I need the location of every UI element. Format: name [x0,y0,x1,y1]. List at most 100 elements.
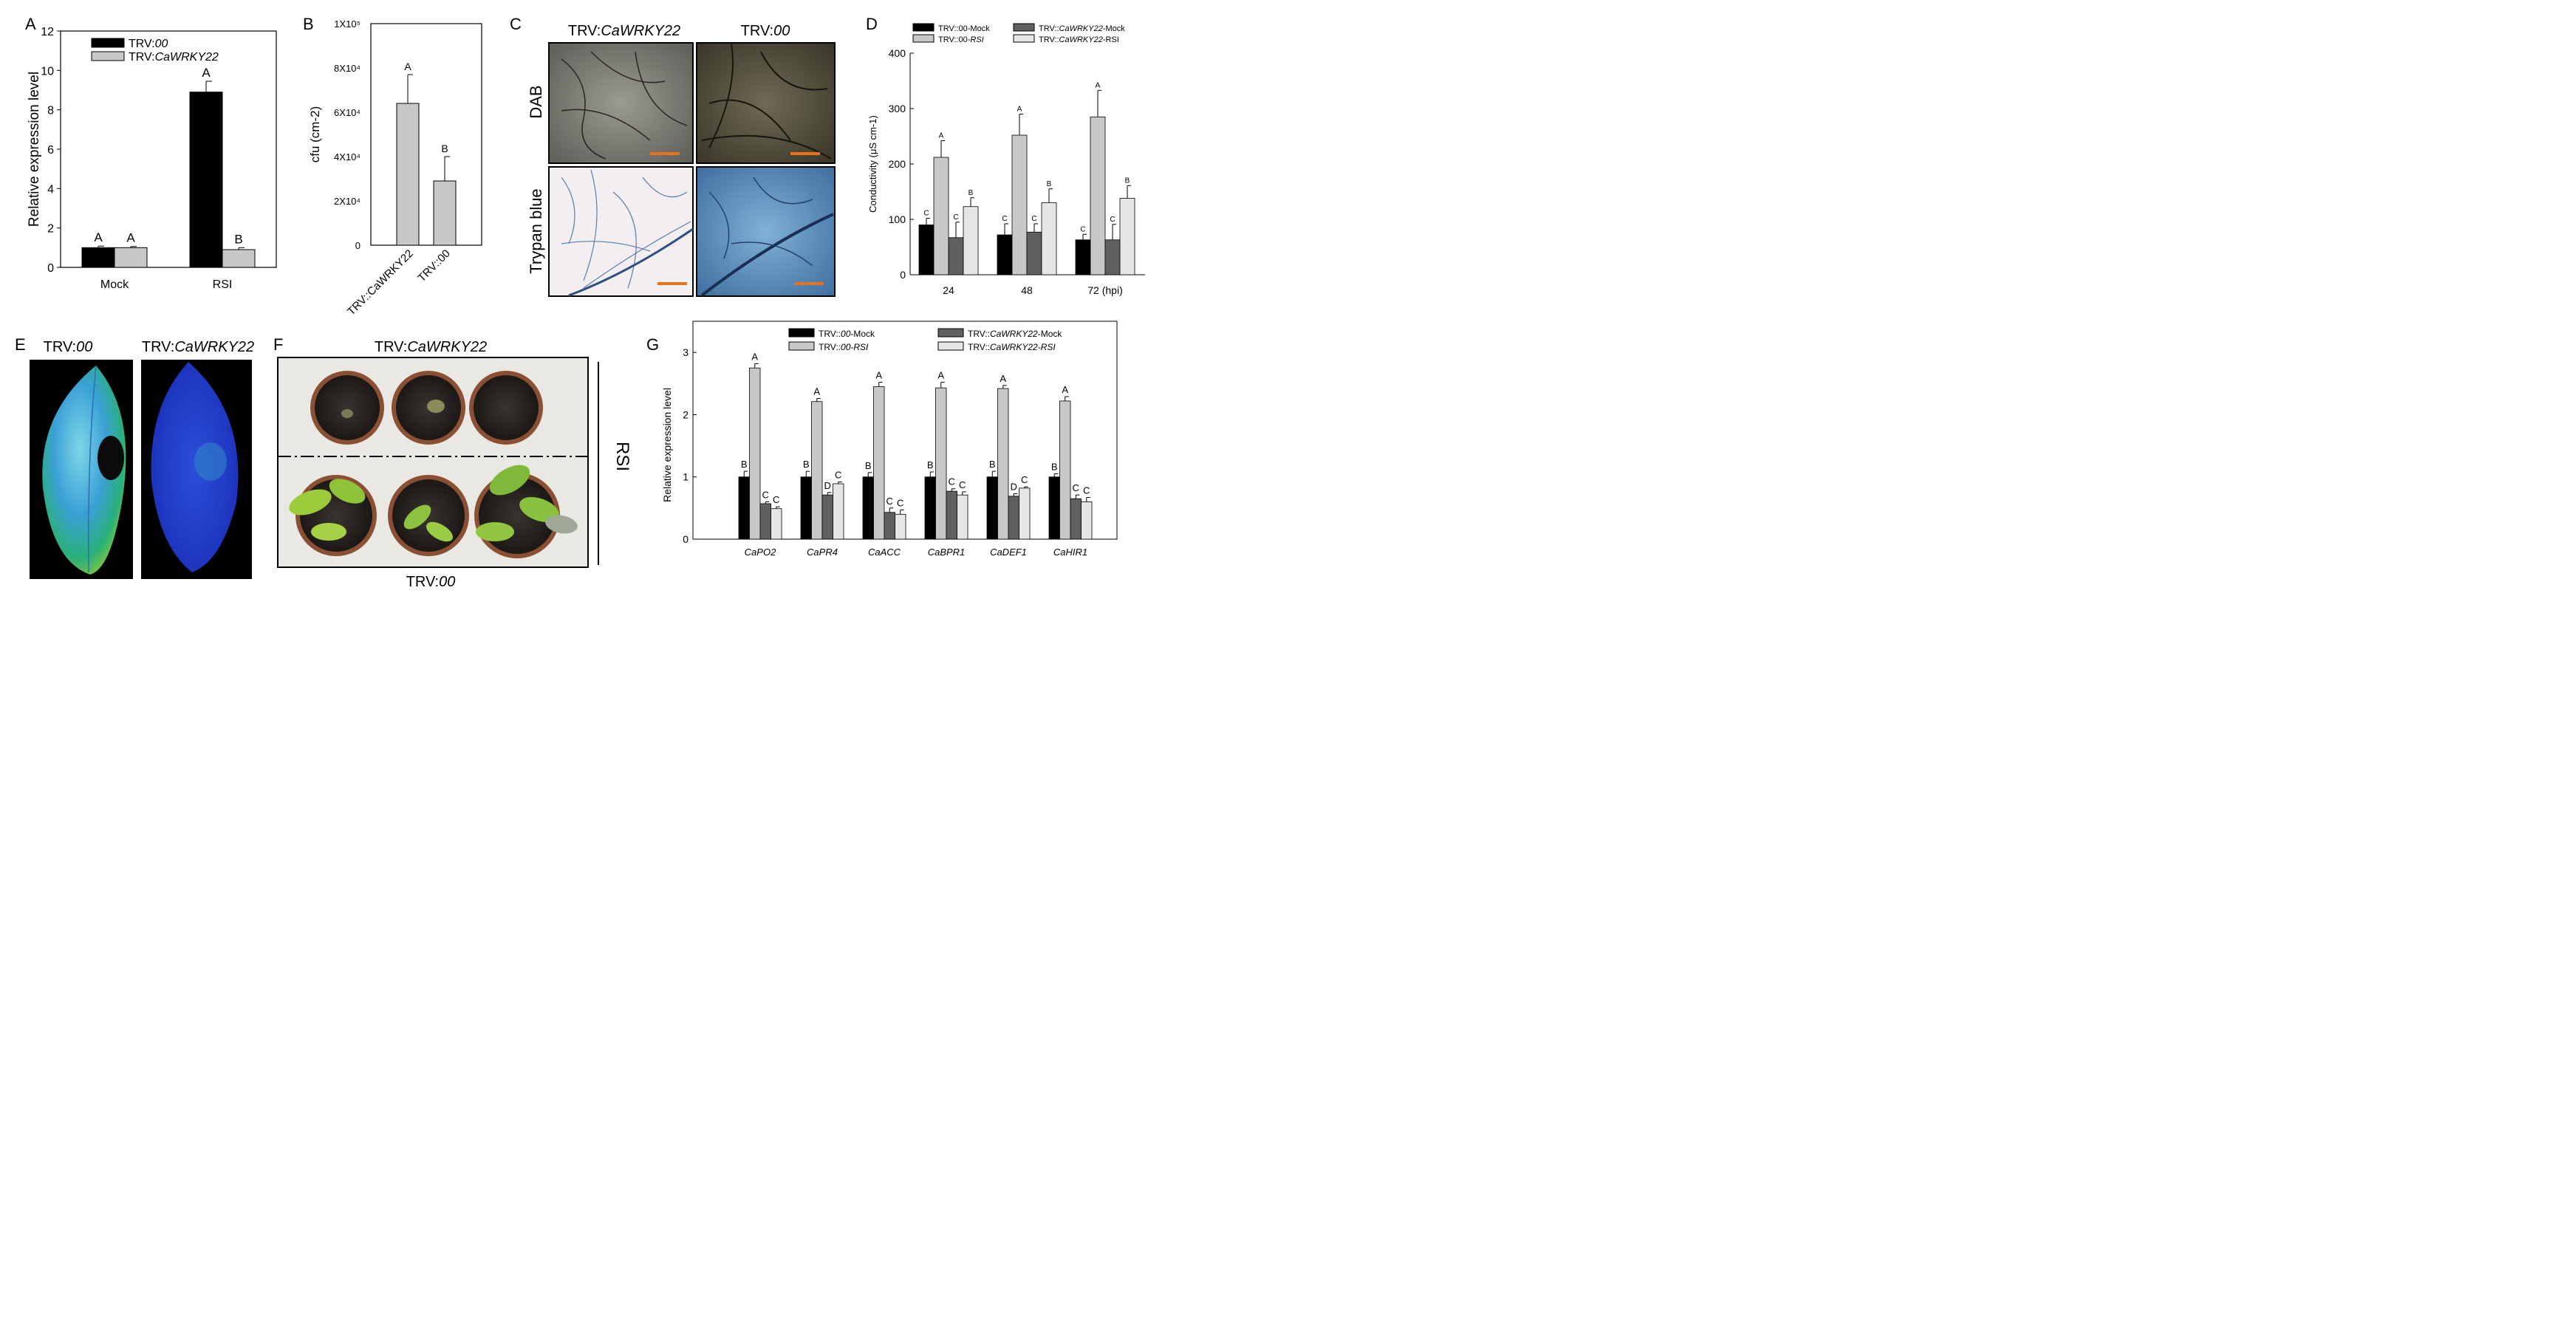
legend-label: TRV:00 [129,38,168,50]
panel-e-leaves: TRV:00 TRV:CaWRKY22 [30,339,254,579]
panel-f-side-label: RSI [612,442,632,471]
bar [884,512,895,540]
bar [933,157,949,275]
panel-e-label-left: TRV:00 [44,339,93,355]
significance-letter: A [939,132,944,140]
bar [738,476,750,540]
y-tick-label: 0 [900,269,906,281]
legend-label: TRV::00-Mock [819,329,875,339]
bar [759,503,771,540]
y-tick-label: 2 [683,408,689,420]
x-tick-label: CaPR4 [807,547,838,558]
y-axis-label: cfu (cm-2) [308,106,322,163]
bar [997,388,1009,540]
legend-swatch [912,34,935,43]
legend-swatch [1013,23,1035,32]
significance-letter: C [949,476,955,487]
x-tick-label: Mock [100,278,129,291]
y-axis-label: Relative expression level [27,72,42,227]
legend-label: TRV::CaWRKY22-Mock [1039,24,1125,33]
y-tick-label: 10 [41,65,54,78]
significance-letter: A [1017,106,1022,114]
y-tick-label: 4 [47,183,54,196]
chart-b: 0 2X10⁴ 4X10⁴ 6X10⁴ 8X10⁴ 1X10⁵ cfu (cm-2) A TRV… [308,18,482,318]
significance-letter: B [441,143,448,154]
x-tick-label: 24 [943,284,954,296]
scale-bar [790,152,820,155]
significance-letter: B [1125,177,1130,185]
legend-label: TRV::00-RSI [938,35,984,44]
significance-letter: C [959,479,966,490]
chart-a: 0 2 4 6 8 10 12 Relative expression level Mock A A… [27,26,277,291]
legend-swatch [91,51,125,61]
panel-c-row-label-trypan: Trypan blue [527,188,545,273]
panel-letter-c: C [510,15,522,33]
legend-label: TRV::CaWRKY22-Mock [968,329,1062,339]
bar [986,476,998,540]
significance-letter: C [886,496,893,507]
legend-swatch [937,341,964,351]
significance-letter: B [1047,180,1052,188]
legend-swatch [788,341,815,351]
bar [935,387,947,540]
micrograph-dab-trv00 [696,42,836,164]
bar [1090,116,1106,275]
significance-letter: C [1002,215,1007,223]
significance-letter: A [202,66,211,80]
y-axis-label: Conductivity (μS cm-1) [867,115,878,213]
x-tick-label: CaPO2 [745,547,776,558]
significance-letter: D [1011,481,1017,492]
bar [1075,239,1091,275]
significance-letter: A [937,370,944,381]
micrograph-trypan-trv00 [696,166,836,297]
bar [821,494,833,540]
legend-swatch [912,23,935,32]
x-tick-label: CaHIR1 [1053,547,1087,558]
y-tick-label: 300 [889,103,906,114]
panel-letter-f: F [273,335,283,354]
legend-label: TRV::CaWRKY22-RSI [968,342,1056,352]
significance-letter: C [897,497,903,508]
pots-trv00 [289,465,578,558]
y-tick-label: 12 [41,26,54,38]
y-tick-label: 0 [355,240,361,251]
bar [833,483,844,540]
bar [396,103,420,246]
plot-frame [60,30,277,268]
legend-label: TRV::CaWRKY22-RSI [1039,35,1119,44]
panel-f-bottom-label: TRV:00 [406,574,456,590]
bar [1059,400,1071,540]
significance-letter: B [927,459,934,470]
significance-letter: C [1021,474,1028,485]
x-tick-label: CaBPR1 [928,547,966,558]
bar [948,237,964,275]
significance-letter: C [923,210,929,218]
panel-c-row-label-dab: DAB [527,85,545,118]
bar [924,476,936,540]
significance-letter: A [126,231,135,245]
significance-letter: C [1073,482,1079,493]
bar [114,247,148,268]
bar [862,476,874,540]
significance-letter: A [1096,81,1101,89]
significance-letter: A [751,351,758,362]
bar [1048,476,1060,540]
panel-letter-e: E [15,335,26,354]
bar [997,234,1013,275]
y-tick-label: 2 [47,223,54,236]
bar [1011,134,1028,275]
bar [811,401,823,540]
x-tick-label: RSI [213,278,233,291]
x-tick-label: CaACC [868,547,901,558]
significance-letter: B [741,459,748,470]
significance-letter: C [1080,225,1085,233]
significance-letter: C [953,213,958,222]
bar [800,476,812,540]
significance-letter: A [813,386,820,397]
significance-letter: B [1051,462,1058,473]
bar [749,367,761,540]
y-tick-label: 200 [889,158,906,170]
bar [433,180,457,246]
panel-c-col-label-left: TRV:CaWRKY22 [568,23,680,39]
